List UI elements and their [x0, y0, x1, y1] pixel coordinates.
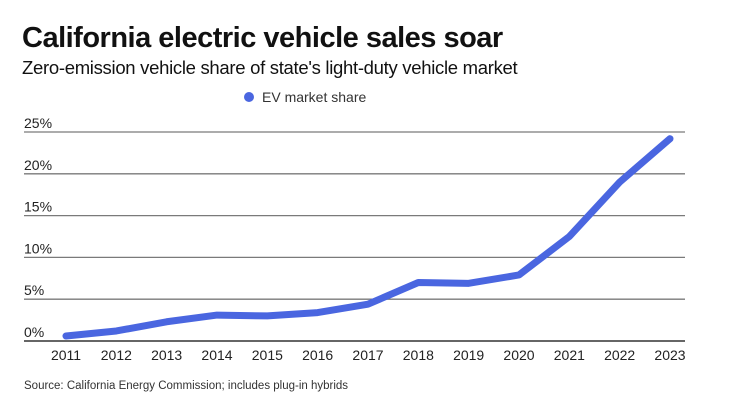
gridlines: [24, 131, 685, 342]
x-tick-label: 2017: [352, 347, 383, 363]
x-tick-label: 2013: [151, 347, 182, 363]
series-line: [62, 135, 674, 340]
x-tick-label: 2012: [101, 347, 132, 363]
x-tick-label: 2016: [302, 347, 333, 363]
y-tick-label: 25%: [24, 115, 52, 131]
x-tick-label: 2023: [654, 347, 685, 363]
x-tick-label: 2021: [554, 347, 585, 363]
chart-subtitle: Zero-emission vehicle share of state's l…: [22, 57, 518, 78]
x-tick-label: 2014: [201, 347, 232, 363]
x-tick-label: 2011: [51, 347, 81, 363]
x-tick-label: 2020: [503, 347, 534, 363]
x-tick-label: 2015: [252, 347, 283, 363]
legend: EV market share: [244, 89, 366, 105]
legend-label: EV market share: [262, 89, 367, 105]
x-axis-ticks: 2011 2012 2013 2014 2015 2016 2017 2018 2019 2020…: [51, 347, 686, 363]
series-ev-market-share: [62, 135, 674, 340]
x-tick-label: 2022: [604, 347, 635, 363]
y-tick-label: 15%: [24, 199, 52, 215]
y-tick-label: 10%: [24, 240, 52, 256]
y-tick-label: 5%: [24, 282, 44, 298]
x-tick-label: 2018: [403, 347, 434, 363]
x-tick-label: 2019: [453, 347, 484, 363]
legend-marker-icon: [244, 92, 254, 102]
y-axis-ticks: 0% 5% 10% 15% 20% 25%: [24, 115, 52, 340]
y-tick-label: 0%: [24, 324, 44, 340]
chart-title: California electric vehicle sales soar: [22, 22, 503, 54]
y-tick-label: 20%: [24, 157, 52, 173]
source-note: Source: California Energy Commission; in…: [24, 380, 349, 392]
